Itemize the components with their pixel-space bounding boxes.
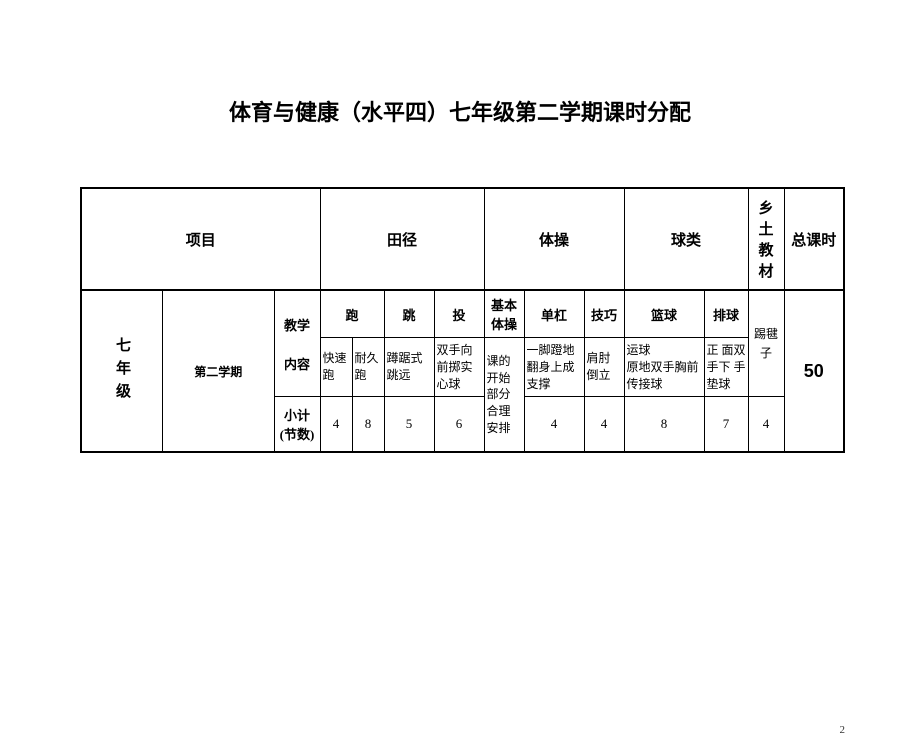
sub-bar: 单杠 <box>524 290 584 338</box>
sub-basketball: 篮球 <box>624 290 704 338</box>
content-leg: 一脚蹬地翻身上成支撑 <box>524 338 584 397</box>
document-title: 体育与健康（水平四）七年级第二学期课时分配 <box>0 95 920 127</box>
table-container: 项目 田径 体操 球类 乡土教材 总课时 七年级 第二学期 教学 内容 跑 跳 … <box>80 187 845 453</box>
header-local: 乡土教材 <box>748 188 784 290</box>
content-squat-jump: 蹲踞式跳远 <box>384 338 434 397</box>
content-basketball: 运球 原地双手胸前传接球 <box>624 338 704 397</box>
content-volleyball: 正 面双 手下 手垫球 <box>704 338 748 397</box>
count-10: 4 <box>748 397 784 453</box>
term-label: 第二学期 <box>163 290 275 452</box>
page-number: 2 <box>840 724 846 736</box>
sub-skill: 技巧 <box>584 290 624 338</box>
count-9: 7 <box>704 397 748 453</box>
count-6: 4 <box>524 397 584 453</box>
schedule-table: 项目 田径 体操 球类 乡土教材 总课时 七年级 第二学期 教学 内容 跑 跳 … <box>80 187 845 453</box>
count-7: 4 <box>584 397 624 453</box>
sub-volleyball: 排球 <box>704 290 748 338</box>
count-1: 4 <box>320 397 352 453</box>
sub-jump: 跳 <box>384 290 434 338</box>
total-value: 50 <box>784 290 844 452</box>
sub-run: 跑 <box>320 290 384 338</box>
content-sprint: 快速跑 <box>320 338 352 397</box>
header-project: 项目 <box>81 188 320 290</box>
content-shuttlecock: 踢毽子 <box>748 290 784 397</box>
header-gymnastics: 体操 <box>484 188 624 290</box>
count-2: 8 <box>352 397 384 453</box>
content-throw: 双手向前掷实心球 <box>434 338 484 397</box>
content-lesson: 课的开始部分合理安排 <box>484 338 524 453</box>
header-total: 总课时 <box>784 188 844 290</box>
content-shoulder: 肩肘倒立 <box>584 338 624 397</box>
content-label: 教学 内容 <box>274 290 320 397</box>
grade-label: 七年级 <box>81 290 163 452</box>
header-track: 田径 <box>320 188 484 290</box>
subtotal-label: 小计(节数) <box>274 397 320 453</box>
content-endurance: 耐久跑 <box>352 338 384 397</box>
sub-throw: 投 <box>434 290 484 338</box>
count-8: 8 <box>624 397 704 453</box>
count-3: 5 <box>384 397 434 453</box>
count-4: 6 <box>434 397 484 453</box>
sub-basic: 基本体操 <box>484 290 524 338</box>
header-ball: 球类 <box>624 188 748 290</box>
